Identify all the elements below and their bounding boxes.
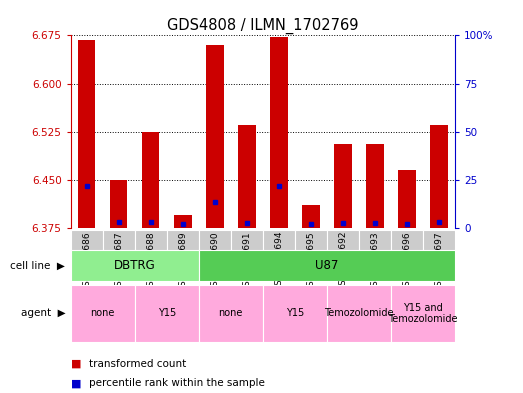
Bar [423, 230, 455, 250]
Text: none: none [219, 309, 243, 318]
Bar [110, 180, 128, 228]
Bar [366, 145, 384, 228]
Text: GSM1062689: GSM1062689 [178, 231, 187, 292]
Text: Y15: Y15 [157, 309, 176, 318]
Text: none: none [90, 309, 115, 318]
Text: GSM1062693: GSM1062693 [370, 231, 379, 292]
Bar [174, 215, 191, 228]
Text: GSM1062686: GSM1062686 [82, 231, 91, 292]
Text: percentile rank within the sample: percentile rank within the sample [89, 378, 265, 388]
Bar [199, 285, 263, 342]
Text: GSM1062687: GSM1062687 [114, 231, 123, 292]
Bar [334, 145, 351, 228]
Text: Y15 and
Temozolomide: Y15 and Temozolomide [388, 303, 458, 324]
Bar [71, 250, 199, 281]
Bar [231, 230, 263, 250]
Title: GDS4808 / ILMN_1702769: GDS4808 / ILMN_1702769 [167, 18, 359, 34]
Bar [430, 125, 448, 228]
Bar [135, 285, 199, 342]
Bar [270, 37, 288, 228]
Text: GSM1062688: GSM1062688 [146, 231, 155, 292]
Text: GSM1062697: GSM1062697 [435, 231, 444, 292]
Text: transformed count: transformed count [89, 358, 186, 369]
Text: GSM1062692: GSM1062692 [338, 231, 347, 291]
Bar [71, 230, 103, 250]
Bar [206, 45, 223, 228]
Bar [359, 230, 391, 250]
Bar [263, 230, 295, 250]
Text: GSM1062695: GSM1062695 [306, 231, 315, 292]
Bar [391, 230, 423, 250]
Text: GSM1062690: GSM1062690 [210, 231, 219, 292]
Bar [295, 230, 327, 250]
Bar [199, 250, 455, 281]
Text: cell line  ▶: cell line ▶ [10, 260, 65, 270]
Text: Temozolomide: Temozolomide [324, 309, 394, 318]
Bar [238, 125, 256, 228]
Text: DBTRG: DBTRG [114, 259, 155, 272]
Bar [71, 285, 135, 342]
Bar [78, 40, 95, 228]
Text: ■: ■ [71, 358, 81, 369]
Bar [135, 230, 167, 250]
Text: GSM1062696: GSM1062696 [403, 231, 412, 292]
Text: GSM1062694: GSM1062694 [275, 231, 283, 291]
Text: GSM1062691: GSM1062691 [242, 231, 251, 292]
Bar [142, 132, 160, 228]
Bar [263, 285, 327, 342]
Bar [398, 170, 416, 228]
Bar [103, 230, 135, 250]
Text: agent  ▶: agent ▶ [21, 309, 65, 318]
Bar [391, 285, 455, 342]
Text: ■: ■ [71, 378, 81, 388]
Bar [327, 285, 391, 342]
Bar [302, 206, 320, 228]
Text: Y15: Y15 [286, 309, 304, 318]
Bar [199, 230, 231, 250]
Text: U87: U87 [315, 259, 338, 272]
Bar [167, 230, 199, 250]
Bar [327, 230, 359, 250]
